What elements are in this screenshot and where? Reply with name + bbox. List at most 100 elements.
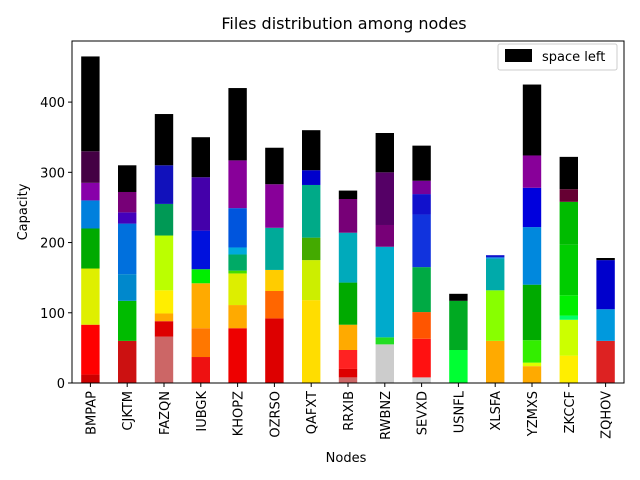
- bar-segment-khopz-2: [228, 273, 247, 306]
- bar-segment-ozrso-1: [265, 291, 284, 319]
- legend-label-space-left: space left: [542, 50, 605, 65]
- x-tick-label-xlsfa: XLSFA: [489, 391, 504, 431]
- x-axis-label: Nodes: [326, 451, 367, 466]
- bar-segment-fazqn-2: [154, 313, 174, 322]
- bar-segment-khopz-6: [228, 208, 247, 248]
- bar-segment-bmpap-0: [81, 374, 100, 383]
- bar-segment-sevxd-6: [412, 180, 431, 195]
- bar-segment-yzmxs-5: [522, 187, 542, 228]
- bar-segment-fazqn-7: [154, 114, 174, 166]
- x-tick-label-zkccf: ZKCCF: [563, 391, 578, 433]
- bar-segment-rrxib-3: [338, 324, 358, 350]
- y-tick-label-200: 200: [40, 237, 65, 252]
- bar-segment-cjktm-2: [118, 274, 137, 301]
- bar-segment-khopz-8: [228, 88, 247, 161]
- bar-segment-iubgk-0: [191, 357, 210, 383]
- y-tick-label-400: 400: [40, 96, 65, 111]
- bar-segment-zkccf-2: [559, 315, 578, 320]
- bar-segment-rrxib-1: [338, 368, 358, 378]
- bar-segment-iubgk-6: [191, 137, 210, 178]
- bar-segment-iubgk-2: [191, 283, 210, 329]
- bar-segment-fazqn-0: [154, 336, 174, 383]
- bar-segment-rwbnz-3: [375, 224, 394, 247]
- bar-segment-zkccf-7: [559, 156, 578, 190]
- x-axis: BMPAP CJKTM FAZQN IUBGK KHOPZ OZRSO QAFXT RRXIB…: [84, 383, 615, 440]
- bar-segment-zkccf-1: [559, 319, 578, 356]
- bar-segment-zqhov-2: [596, 260, 615, 310]
- bar-segment-zkccf-3: [559, 295, 578, 316]
- bar-segment-usnfl-2: [449, 293, 468, 301]
- bar-segment-qafxt-4: [302, 170, 321, 185]
- x-tick-label-iubgk: IUBGK: [195, 391, 210, 432]
- y-tick-label-300: 300: [40, 166, 65, 181]
- bar-segment-yzmxs-7: [522, 84, 542, 156]
- y-tick-label-0: 0: [57, 377, 65, 392]
- x-tick-label-ozrso: OZRSO: [268, 391, 283, 438]
- bar-segment-bmpap-5: [81, 182, 100, 201]
- x-tick-label-usnfl: USNFL: [452, 390, 467, 433]
- bar-segment-rwbnz-5: [375, 133, 394, 173]
- bar-segment-cjktm-3: [118, 223, 137, 275]
- bar-segment-xlsfa-2: [486, 258, 505, 291]
- bar-segment-rwbnz-2: [375, 246, 394, 338]
- bar-segment-xlsfa-1: [486, 290, 505, 341]
- x-tick-label-sevxd: SEVXD: [416, 391, 431, 435]
- bar-segment-sevxd-0: [412, 377, 431, 383]
- bar-segment-zqhov-3: [596, 258, 615, 261]
- bar-segment-qafxt-2: [302, 237, 321, 261]
- y-axis-label: Capacity: [16, 183, 31, 240]
- bar-segment-rrxib-5: [338, 232, 358, 283]
- bar-segment-xlsfa-4: [486, 255, 505, 258]
- bar-segment-iubgk-3: [191, 269, 210, 284]
- bar-segment-yzmxs-3: [522, 284, 542, 341]
- bar-segment-fazqn-3: [154, 290, 174, 314]
- x-tick-label-yzmxs: YZMXS: [526, 391, 541, 437]
- bar-segment-bmpap-7: [81, 56, 100, 152]
- bar-segment-rrxib-0: [338, 377, 358, 383]
- bar-segment-qafxt-0: [302, 300, 321, 383]
- bar-segment-bmpap-3: [81, 228, 100, 269]
- bar-segment-rrxib-4: [338, 282, 358, 325]
- bar-segment-xlsfa-3: [486, 257, 505, 259]
- bar-segment-rrxib-6: [338, 199, 358, 233]
- plot-area: [81, 56, 615, 383]
- x-tick-label-bmpap: BMPAP: [84, 391, 99, 435]
- bar-segment-yzmxs-2: [522, 340, 542, 363]
- bar-segment-iubgk-1: [191, 328, 210, 358]
- bar-segment-rwbnz-0: [375, 344, 394, 383]
- bar-segment-rrxib-2: [338, 349, 358, 369]
- bar-segment-ozrso-2: [265, 269, 284, 292]
- bar-segment-bmpap-2: [81, 268, 100, 325]
- bar-segment-zkccf-5: [559, 201, 578, 245]
- bar-segment-usnfl-1: [449, 300, 468, 350]
- bar-segment-xlsfa-0: [486, 340, 505, 383]
- bar-segment-ozrso-3: [265, 227, 284, 270]
- bar-segment-sevxd-7: [412, 145, 431, 181]
- legend: space left: [497, 43, 618, 71]
- x-tick-label-zqhov: ZQHOV: [600, 391, 615, 439]
- bar-segment-cjktm-0: [118, 340, 137, 383]
- x-tick-label-rwbnz: RWBNZ: [379, 391, 394, 440]
- bar-segment-cjktm-4: [118, 212, 137, 224]
- bar-segment-ozrso-0: [265, 318, 284, 383]
- bar-segment-zqhov-1: [596, 309, 615, 341]
- x-tick-label-fazqn: FAZQN: [158, 391, 173, 435]
- bar-segment-qafxt-3: [302, 184, 321, 238]
- bar-segment-cjktm-1: [118, 300, 137, 341]
- bar-segment-zkccf-4: [559, 244, 578, 296]
- bar-segment-khopz-0: [228, 328, 247, 383]
- legend-swatch-space-left: [505, 49, 532, 62]
- bar-segment-ozrso-4: [265, 184, 284, 228]
- bar-segment-fazqn-6: [154, 165, 174, 204]
- bar-segment-yzmxs-1: [522, 362, 542, 367]
- x-tick-label-rrxib: RRXIB: [342, 391, 357, 431]
- bar-segment-usnfl-0: [449, 349, 468, 383]
- bar-segment-rwbnz-1: [375, 337, 394, 345]
- bar-segment-bmpap-4: [81, 200, 100, 229]
- x-tick-label-cjktm: CJKTM: [121, 391, 136, 431]
- bar-segment-sevxd-2: [412, 312, 431, 339]
- bar-segment-khopz-4: [228, 254, 247, 271]
- bar-segment-sevxd-4: [412, 214, 431, 268]
- bar-segment-qafxt-1: [302, 260, 321, 301]
